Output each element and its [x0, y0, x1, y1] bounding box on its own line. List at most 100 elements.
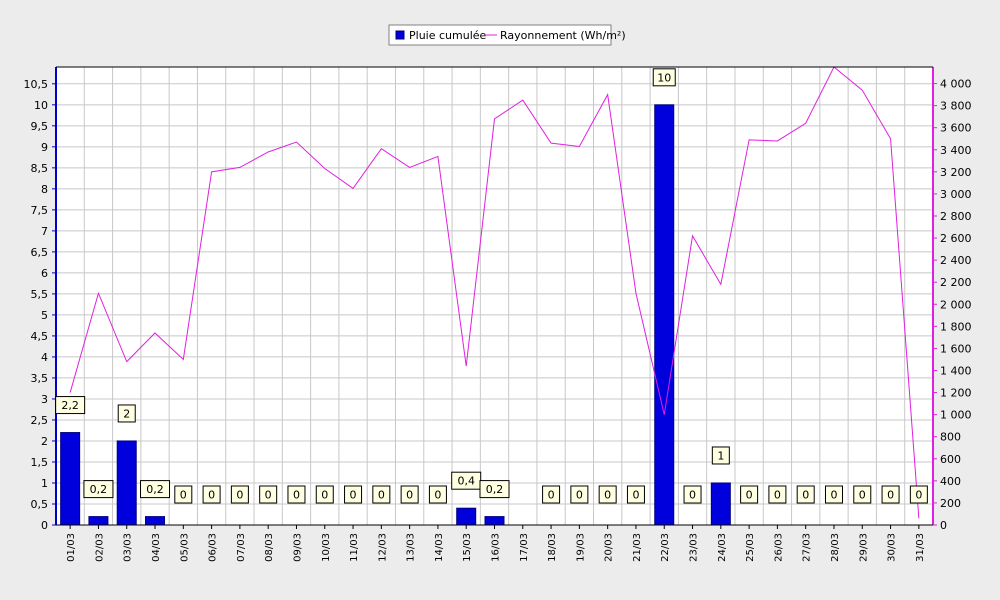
data-label-18-03: 0 [542, 485, 561, 504]
x-tick-label-08-03: 08/03 [264, 533, 275, 562]
data-label-text: 0 [406, 489, 413, 502]
left-tick-label-2: 1 [41, 477, 48, 490]
data-label-26-03: 0 [768, 485, 787, 504]
right-tick-label-12: 2 400 [940, 254, 972, 267]
plot-area [56, 67, 933, 525]
data-label-13-03: 0 [400, 485, 419, 504]
data-label-text: 0,2 [90, 483, 108, 496]
data-label-text: 0 [774, 489, 781, 502]
left-tick-label-7: 3,5 [31, 372, 49, 385]
data-label-06-03: 0 [202, 485, 221, 504]
x-tick-label-22-03: 22/03 [660, 533, 671, 562]
left-tick-label-6: 3 [41, 393, 48, 406]
x-axis-ticks: 01/03 02/03 03/03 04/03 05/03 06/03 07/03 08/03… [66, 525, 926, 562]
data-label-text: 0,2 [146, 483, 164, 496]
bar-15-03 [456, 507, 477, 526]
data-label-28-03: 0 [824, 485, 843, 504]
bar-04-03 [145, 516, 166, 526]
data-label-30-03: 0 [881, 485, 900, 504]
data-label-box [909, 485, 928, 504]
data-label-31-03: 0 [909, 485, 928, 504]
right-tick-label-8: 1 600 [940, 342, 972, 355]
data-label-box [542, 485, 561, 504]
left-tick-label-14: 7 [41, 225, 48, 238]
data-label-box [853, 485, 872, 504]
data-label-box [479, 480, 510, 499]
bar-03-03 [116, 440, 137, 526]
data-label-box [570, 485, 589, 504]
line-series [69, 66, 920, 519]
data-label-text: 0 [802, 489, 809, 502]
legend-box [388, 24, 612, 46]
radiation-line [69, 66, 920, 519]
data-label-09-03: 0 [287, 485, 306, 504]
data-label-15-03: 0,4 [451, 471, 482, 490]
data-label-07-03: 0 [230, 485, 249, 504]
x-tick-label-28-03: 28/03 [830, 533, 841, 562]
data-label-04-03: 0,2 [140, 480, 171, 499]
left-tick-label-10: 5 [41, 309, 48, 322]
axes [55, 66, 934, 526]
data-label-text: 0 [180, 489, 187, 502]
left-tick-label-0: 0 [41, 519, 48, 532]
right-tick-label-4: 800 [940, 431, 961, 444]
legend-label-radiation: Rayonnement (Wh/m²) [500, 29, 626, 42]
left-tick-label-21: 10,5 [24, 78, 49, 91]
left-tick-label-16: 8 [41, 183, 48, 196]
data-label-box [83, 480, 114, 499]
x-tick-label-18-03: 18/03 [547, 533, 558, 562]
left-tick-label-5: 2,5 [31, 414, 49, 427]
data-label-03-03: 2 [117, 404, 136, 423]
right-tick-label-11: 2 200 [940, 276, 972, 289]
data-label-text: 0 [689, 489, 696, 502]
right-tick-label-6: 1 200 [940, 387, 972, 400]
data-label-box [740, 485, 759, 504]
data-label-box [259, 485, 278, 504]
right-axis-ticks: 0 200 400 600 800 1 000 1 200 1 400 1 600 1 800 2 … [933, 78, 972, 532]
data-label-text: 0 [265, 489, 272, 502]
data-label-box [400, 485, 419, 504]
data-label-box [881, 485, 900, 504]
data-label-box [428, 485, 447, 504]
data-label-02-03: 0,2 [83, 480, 114, 499]
data-label-text: 0 [746, 489, 753, 502]
data-label-05-03: 0 [174, 485, 193, 504]
data-label-11-03: 0 [344, 485, 363, 504]
left-tick-label-19: 9,5 [31, 120, 49, 133]
left-tick-label-9: 4,5 [31, 330, 49, 343]
bar-16-03 [484, 516, 505, 526]
x-tick-label-02-03: 02/03 [94, 533, 105, 562]
x-tick-label-27-03: 27/03 [802, 533, 813, 562]
right-tick-label-7: 1 400 [940, 364, 972, 377]
right-tick-label-3: 600 [940, 453, 961, 466]
right-tick-label-14: 2 800 [940, 210, 972, 223]
right-tick-label-9: 1 800 [940, 320, 972, 333]
data-label-text: 0 [548, 489, 555, 502]
data-label-01-03: 2,2 [55, 396, 86, 415]
right-tick-label-17: 3 400 [940, 144, 972, 157]
data-label-text: 0 [632, 489, 639, 502]
left-tick-label-13: 6,5 [31, 246, 49, 259]
data-label-box [683, 485, 702, 504]
data-label-box [202, 485, 221, 504]
data-label-box [598, 485, 617, 504]
right-tick-label-18: 3 600 [940, 122, 972, 135]
data-label-12-03: 0 [372, 485, 391, 504]
left-tick-label-11: 5,5 [31, 288, 49, 301]
data-label-box [652, 68, 676, 87]
right-tick-label-13: 2 600 [940, 232, 972, 245]
x-tick-label-12-03: 12/03 [377, 533, 388, 562]
data-label-text: 0 [915, 489, 922, 502]
right-tick-label-10: 2 000 [940, 298, 972, 311]
left-axis-ticks: 0 0,5 1 1,5 2 2,5 3 3,5 4 4,5 5 5,5 6 6,5 7 7,5 8 8,5 9 9,5… [24, 78, 56, 532]
data-label-box [140, 480, 171, 499]
x-tick-label-21-03: 21/03 [632, 533, 643, 562]
data-label-box [796, 485, 815, 504]
x-tick-label-06-03: 06/03 [208, 533, 219, 562]
x-tick-label-03-03: 03/03 [123, 533, 134, 562]
right-tick-label-16: 3 200 [940, 166, 972, 179]
data-label-text: 0 [350, 489, 357, 502]
legend-label-rain: Pluie cumulée [409, 29, 487, 42]
